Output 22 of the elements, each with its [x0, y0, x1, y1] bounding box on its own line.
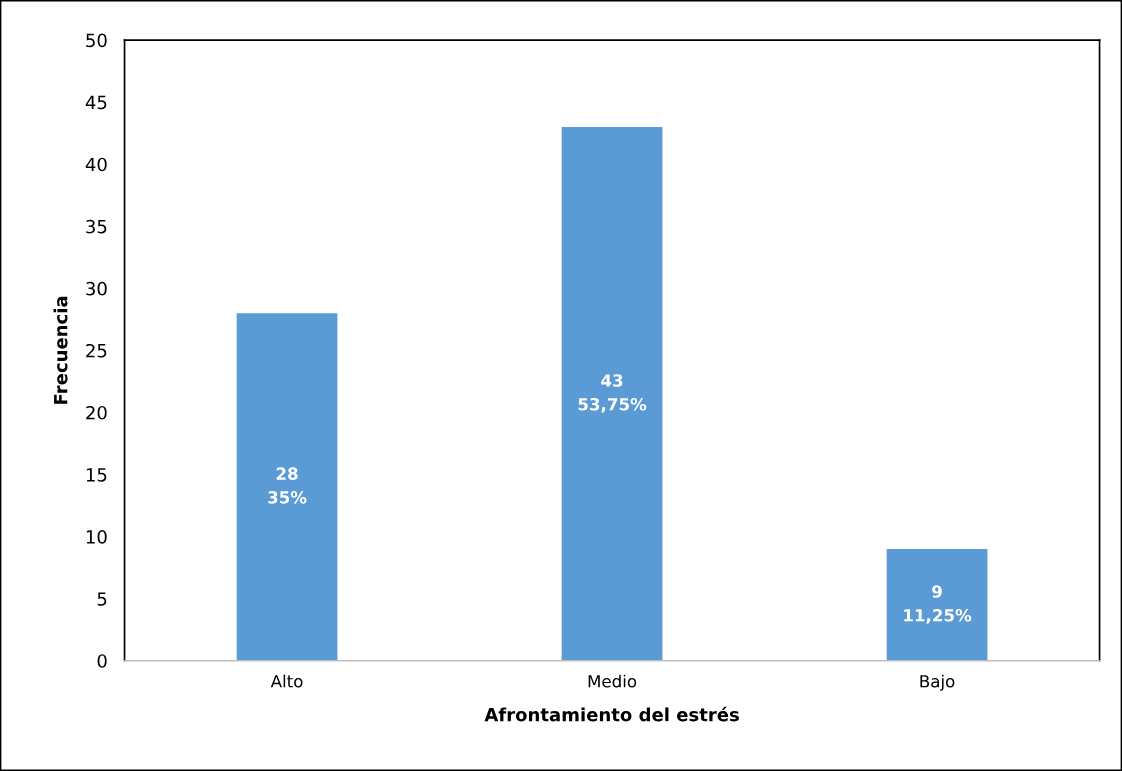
- x-tick-label: Medio: [588, 674, 637, 688]
- bar: [886, 549, 988, 661]
- y-tick-label: 5: [97, 592, 107, 606]
- y-tick-label: 45: [85, 95, 107, 110]
- y-axis-title: Frecuencia: [53, 296, 68, 404]
- y-tick-label: 25: [86, 343, 107, 358]
- bar: [561, 126, 663, 661]
- bar: [236, 313, 338, 661]
- data-label: 9 11,25%: [904, 585, 972, 624]
- data-label: 43 53,75%: [578, 374, 647, 413]
- y-tick-label: 50: [86, 33, 107, 48]
- y-tick-label: 40: [85, 157, 107, 172]
- data-label: 28 35%: [268, 467, 307, 504]
- y-tick-label: 35: [86, 219, 107, 234]
- x-tick-label: Bajo: [920, 674, 955, 691]
- y-tick-label: 15: [86, 468, 107, 482]
- y-tick-label: 20: [86, 405, 107, 420]
- y-tick-label: 30: [86, 281, 107, 296]
- x-tick-label: Alto: [270, 674, 303, 688]
- y-tick-label: 10: [86, 530, 107, 544]
- x-axis-title: Afrontamiento del estrés: [484, 706, 739, 722]
- y-tick-label: 0: [97, 654, 107, 668]
